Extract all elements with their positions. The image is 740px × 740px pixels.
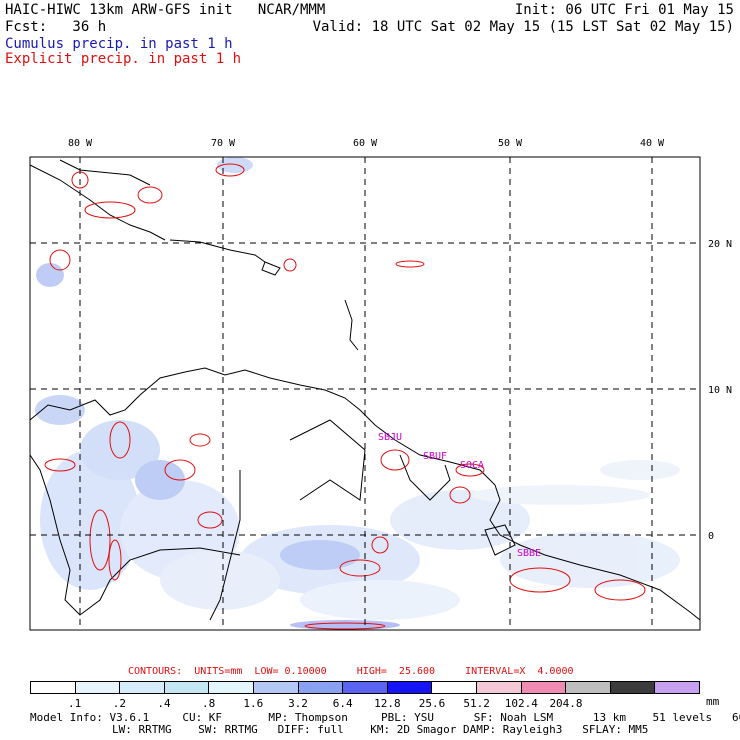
colorbar-cell <box>343 682 388 693</box>
lat-label-20n: 20 N <box>708 239 732 250</box>
colorbar-tick-label: 204.8 <box>549 697 583 710</box>
colorbar-tick-label: 51.2 <box>463 697 490 710</box>
colorbar-cell <box>655 682 699 693</box>
colorbar-cell <box>610 682 656 693</box>
colorbar-unit: mm <box>706 695 720 708</box>
valid-time: Valid: 18 UTC Sat 02 May 15 (15 LST Sat … <box>312 19 734 35</box>
cumulus-precip-label: Cumulus precip. in past 1 h <box>5 36 233 52</box>
colorbar-cell <box>164 682 210 693</box>
plot-title: HAIC-HIWC 13km ARW-GFS init NCAR/MMM <box>5 2 326 18</box>
init-time: Init: 06 UTC Fri 01 May 15 <box>514 2 734 18</box>
colorbar-tick-label: 12.8 <box>374 697 401 710</box>
colorbar-tick-label: .1 <box>68 697 82 710</box>
latlon-grid <box>30 157 700 630</box>
colorbar-tick-label: 102.4 <box>504 697 538 710</box>
colorbar-cell <box>476 682 522 693</box>
colorbar-cell <box>521 682 567 693</box>
model-info-line1: Model Info: V3.6.1 CU: KF MP: Thompson P… <box>30 711 740 724</box>
lon-label-40w: 40 W <box>640 138 665 149</box>
colorbar-tick-label: .2 <box>112 697 126 710</box>
colorbar-cell <box>566 682 611 693</box>
explicit-precip-contours <box>44 163 646 630</box>
colorbar-cell <box>253 682 299 693</box>
lat-label-0: 0 <box>708 531 714 542</box>
station-sbuf: SBUF <box>423 451 447 462</box>
forecast-hour: Fcst: 36 h <box>5 19 107 35</box>
lat-label-10n: 10 N <box>708 385 732 396</box>
colorbar-cell <box>120 682 165 693</box>
colorbar-cell <box>31 682 76 693</box>
colorbar-cell <box>298 682 344 693</box>
lon-label-70w: 70 W <box>211 138 236 149</box>
coastlines <box>29 159 701 621</box>
lon-label-60w: 60 W <box>353 138 378 149</box>
explicit-precip-label: Explicit precip. in past 1 h <box>5 51 242 67</box>
colorbar-cell <box>387 682 433 693</box>
colorbar-tick-label: .8 <box>202 697 216 710</box>
colorbar-cell <box>209 682 254 693</box>
colorbar-tick-label: 3.2 <box>288 697 308 710</box>
colorbar-tick-label: 25.6 <box>418 697 446 710</box>
station-sbbe: SBBE <box>517 548 541 559</box>
lon-label-80w: 80 W <box>68 138 93 149</box>
colorbar-cell <box>432 682 477 693</box>
colorbar-tick-label: 6.4 <box>332 697 353 710</box>
colorbar-cell <box>75 682 121 693</box>
station-soca: SOCA <box>460 460 484 471</box>
colorbar <box>30 681 700 694</box>
contour-info: CONTOURS: UNITS=mm LOW= 0.10000 HIGH= 25… <box>128 666 574 677</box>
colorbar-tick-label: .4 <box>157 697 171 710</box>
model-info-line2: LW: RRTMG SW: RRTMG DIFF: full KM: 2D Sm… <box>112 723 649 736</box>
lon-label-50w: 50 W <box>498 138 523 149</box>
station-sbju: SBJU <box>378 432 402 443</box>
colorbar-tick-label: 1.6 <box>243 697 264 710</box>
